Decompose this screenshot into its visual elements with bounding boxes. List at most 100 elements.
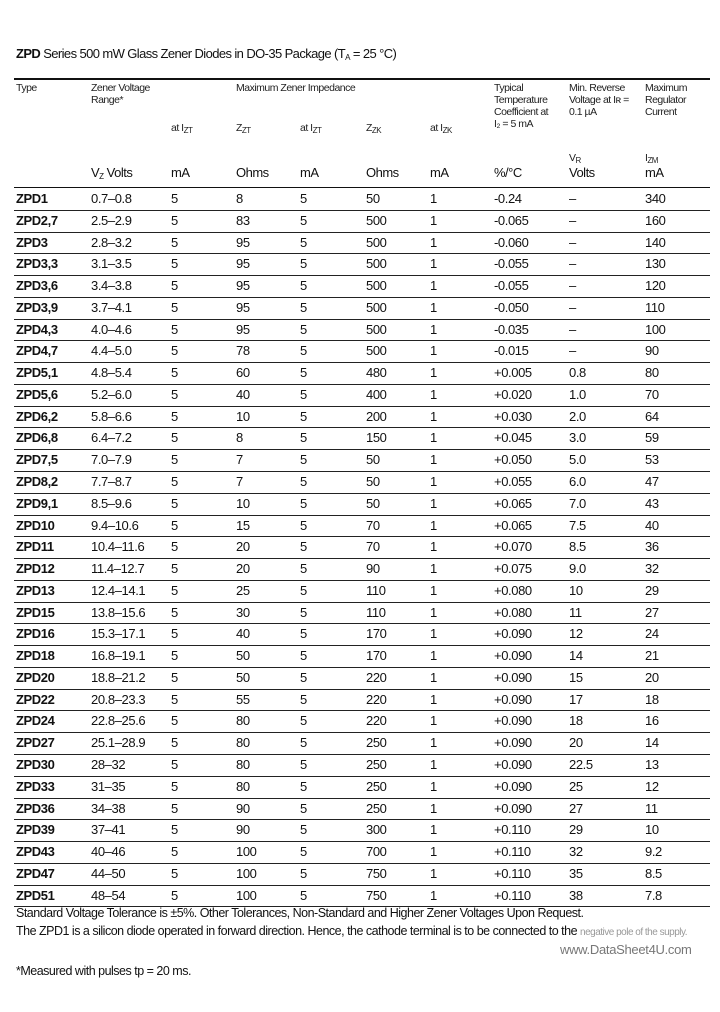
cell-max-current: 8.5 [645,865,662,881]
table-row: ZPD22 20.8–23.3 5 55 5 220 1 +0.090 17 18 [14,689,710,712]
cell-zzk: 500 [366,212,387,228]
cell-voltage-range: 3.7–4.1 [91,299,132,315]
header-min-reverse-voltage: Min. Reverse Voltage at Iʀ = 0.1 µA [569,82,629,118]
cell-izk: 1 [430,626,437,642]
unit-vr: Volts [569,165,595,180]
cell-reverse-voltage: 5.0 [569,452,586,468]
cell-max-current: 12 [645,778,659,794]
cell-zzt: 7 [236,474,243,489]
unit-at-izk: mA [430,165,449,180]
cell-test-current-2: 5 [300,822,307,838]
header-zzt: ZZT [236,122,251,135]
cell-temp-coefficient: -0.24 [494,191,522,206]
cell-voltage-range: 31–35 [91,778,126,794]
cell-test-current: 5 [171,256,178,272]
cell-test-current: 5 [171,604,178,620]
cell-test-current: 5 [171,865,178,881]
cell-max-current: 16 [645,713,659,729]
header-izm-symbol: IZM [645,152,658,165]
cell-type: ZPD7,5 [16,452,58,468]
cell-type: ZPD8,2 [16,474,58,489]
cell-test-current-2: 5 [300,299,307,315]
cell-test-current: 5 [171,452,178,468]
cell-izk: 1 [430,735,437,751]
cell-reverse-voltage: 2.0 [569,408,586,424]
cell-type: ZPD18 [16,648,55,664]
cell-temp-coefficient: +0.110 [494,887,531,903]
cell-reverse-voltage: 10 [569,582,583,598]
cell-max-current: 40 [645,517,659,533]
cell-max-current: 7.8 [645,887,662,903]
cell-type: ZPD5,6 [16,386,58,402]
table-row: ZPD6,8 6.4–7.2 5 8 5 150 1 +0.045 3.0 59 [14,427,710,451]
cell-test-current: 5 [171,822,178,838]
cell-reverse-voltage: 0.8 [569,365,586,381]
cell-max-current: 100 [645,321,666,337]
cell-zzt: 40 [236,626,250,642]
cell-type: ZPD11 [16,539,54,555]
watermark: www.DataSheet4U.com [560,942,692,957]
cell-zzt: 80 [236,757,250,773]
cell-temp-coefficient: +0.005 [494,365,532,381]
cell-temp-coefficient: +0.020 [494,386,532,402]
cell-zzt: 20 [236,561,250,577]
cell-voltage-range: 5.2–6.0 [91,386,132,402]
cell-zzk: 150 [366,430,387,446]
cell-izk: 1 [430,299,437,315]
cell-test-current: 5 [171,365,178,381]
cell-test-current-2: 5 [300,430,307,446]
cell-test-current: 5 [171,539,178,555]
cell-voltage-range: 10.4–11.6 [91,539,145,555]
cell-test-current-2: 5 [300,648,307,664]
cell-temp-coefficient: +0.090 [494,669,532,685]
cell-izk: 1 [430,517,437,533]
cell-temp-coefficient: -0.055 [494,278,529,294]
cell-zzt: 80 [236,778,250,794]
table-row: ZPD7,5 7.0–7.9 5 7 5 50 1 +0.050 5.0 53 [14,449,710,472]
cell-reverse-voltage: 20 [569,735,583,751]
cell-reverse-voltage: 6.0 [569,474,586,489]
cell-zzk: 250 [366,778,387,794]
cell-izk: 1 [430,604,437,620]
cell-reverse-voltage: 9.0 [569,561,586,577]
cell-type: ZPD51 [16,887,55,903]
cell-test-current-2: 5 [300,517,307,533]
cell-zzk: 250 [366,800,387,816]
cell-type: ZPD12 [16,561,55,577]
cell-zzk: 500 [366,256,387,272]
cell-test-current: 5 [171,757,178,773]
cell-test-current-2: 5 [300,757,307,773]
cell-temp-coefficient: +0.090 [494,778,532,794]
cell-max-current: 18 [645,691,659,707]
header-max-regulator-current: Maximum Regulator Current [645,82,688,118]
cell-voltage-range: 11.4–12.7 [91,561,145,577]
cell-max-current: 9.2 [645,844,662,860]
cell-voltage-range: 2.5–2.9 [91,212,132,228]
table-row: ZPD18 16.8–19.1 5 50 5 170 1 +0.090 14 21 [14,645,710,668]
cell-izk: 1 [430,256,437,272]
cell-reverse-voltage: 7.5 [569,517,586,533]
cell-izk: 1 [430,800,437,816]
cell-reverse-voltage: – [569,321,576,337]
cell-max-current: 29 [645,582,659,598]
cell-zzt: 30 [236,604,250,620]
cell-test-current-2: 5 [300,278,307,294]
cell-max-current: 120 [645,278,666,294]
cell-voltage-range: 5.8–6.6 [91,408,132,424]
table-row: ZPD9,1 8.5–9.6 5 10 5 50 1 +0.065 7.0 43 [14,493,710,516]
cell-temp-coefficient: +0.050 [494,452,532,468]
cell-zzk: 250 [366,735,387,751]
cell-temp-coefficient: -0.050 [494,299,529,315]
cell-temp-coefficient: +0.065 [494,517,532,533]
cell-zzk: 200 [366,408,387,424]
cell-max-current: 27 [645,604,659,620]
table-top-rule [14,78,710,80]
cell-reverse-voltage: 15 [569,669,583,685]
cell-izk: 1 [430,321,437,337]
cell-izk: 1 [430,212,437,228]
cell-izk: 1 [430,561,437,577]
cell-type: ZPD5,1 [16,365,58,381]
cell-test-current: 5 [171,430,178,446]
cell-max-current: 340 [645,191,666,206]
table-row: ZPD8,2 7.7–8.7 5 7 5 50 1 +0.055 6.0 47 [14,471,710,494]
